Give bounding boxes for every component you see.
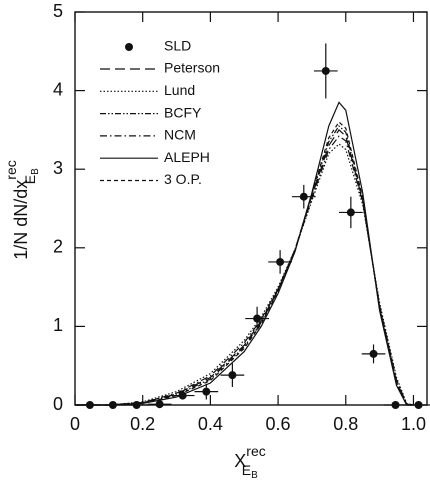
data-point [299, 192, 308, 201]
legend-label: NCM [164, 127, 196, 143]
y-tick-label: 0 [53, 394, 63, 414]
data-point [178, 391, 187, 400]
model-curve [75, 121, 414, 406]
x-tick-label: 0 [70, 414, 80, 434]
y-axis-label: 1/N dN/dxrec EB [3, 160, 41, 260]
legend-label: ALEPH [164, 149, 210, 165]
x-tick-label: 1.0 [401, 414, 426, 434]
data-point [391, 401, 400, 409]
x-tick-label: 0.6 [266, 414, 291, 434]
data-point [155, 400, 164, 409]
model-curve [75, 101, 414, 406]
y-tick-label: 5 [53, 1, 63, 21]
data-point [85, 401, 94, 409]
data-point [369, 349, 378, 358]
x-axis-label: Xrec EB [234, 443, 265, 481]
legend-label: SLD [164, 38, 191, 54]
legend-label: Lund [164, 82, 195, 98]
data-point [253, 314, 262, 323]
legend-label: Peterson [164, 60, 220, 76]
data-point [346, 208, 355, 217]
data-point [108, 401, 117, 409]
y-tick-label: 2 [53, 237, 63, 257]
model-curve [75, 143, 414, 406]
x-tick-label: 0.2 [130, 414, 155, 434]
data-point [321, 66, 330, 75]
x-tick-label: 0.4 [198, 414, 223, 434]
plot-frame [74, 11, 428, 406]
y-tick-label: 3 [53, 158, 63, 178]
legend-label: 3 O.P. [164, 171, 202, 187]
data-point [276, 257, 285, 266]
model-curve [75, 135, 414, 406]
legend-label: BCFY [164, 104, 202, 120]
data-point [132, 401, 141, 409]
data-point [202, 387, 211, 396]
x-tick-label: 0.8 [333, 414, 358, 434]
legend-marker [125, 43, 133, 51]
model-curve [75, 125, 414, 406]
data-point [228, 371, 237, 380]
model-curve [75, 128, 414, 406]
data-point [414, 401, 423, 409]
y-tick-label: 4 [53, 79, 63, 99]
y-tick-label: 1 [53, 315, 63, 335]
